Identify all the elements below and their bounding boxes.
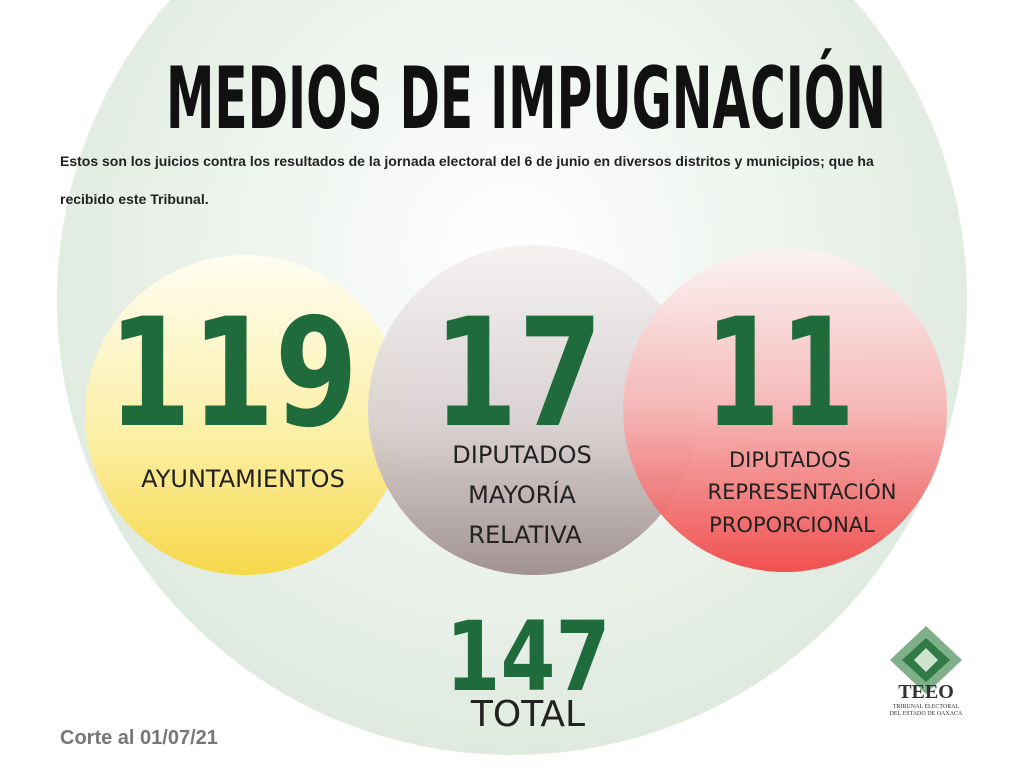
footer: Corte al 01/07/21 xyxy=(60,727,218,749)
count: 119 xyxy=(108,287,358,461)
logo: TEEO TRIBUNAL ELECTORAL DEL ESTADO DE OA… xyxy=(890,626,963,717)
count-label: MAYORÍA xyxy=(468,480,576,509)
count-label: DIPUTADOS xyxy=(452,441,591,469)
total: 147 xyxy=(446,601,611,713)
total-label: TOTAL xyxy=(470,694,585,735)
logo-text: TRIBUNAL ELECTORAL xyxy=(893,704,960,710)
count-label: RELATIVA xyxy=(468,521,582,549)
count-label: AYUNTAMIENTOS xyxy=(141,465,345,493)
gray-circle xyxy=(368,245,698,575)
logo-shape xyxy=(914,648,938,672)
count-label: PROPORCIONAL xyxy=(709,513,875,537)
yellow-circle xyxy=(85,255,405,575)
red-circle xyxy=(623,248,947,572)
count-label: DIPUTADOS xyxy=(729,448,851,472)
count: 11 xyxy=(705,287,855,461)
subtitle: Estos son los juicios contra los resulta… xyxy=(60,153,874,169)
logo-name: TEEO xyxy=(898,681,954,703)
title: MEDIOS DE IMPUGNACIÓN xyxy=(166,48,886,149)
subtitle: recibido este Tribunal. xyxy=(60,191,209,207)
count-label: REPRESENTACIÓN xyxy=(708,479,897,504)
count: 17 xyxy=(433,287,603,461)
logo-text: DEL ESTADO DE OAXACA xyxy=(890,711,963,717)
